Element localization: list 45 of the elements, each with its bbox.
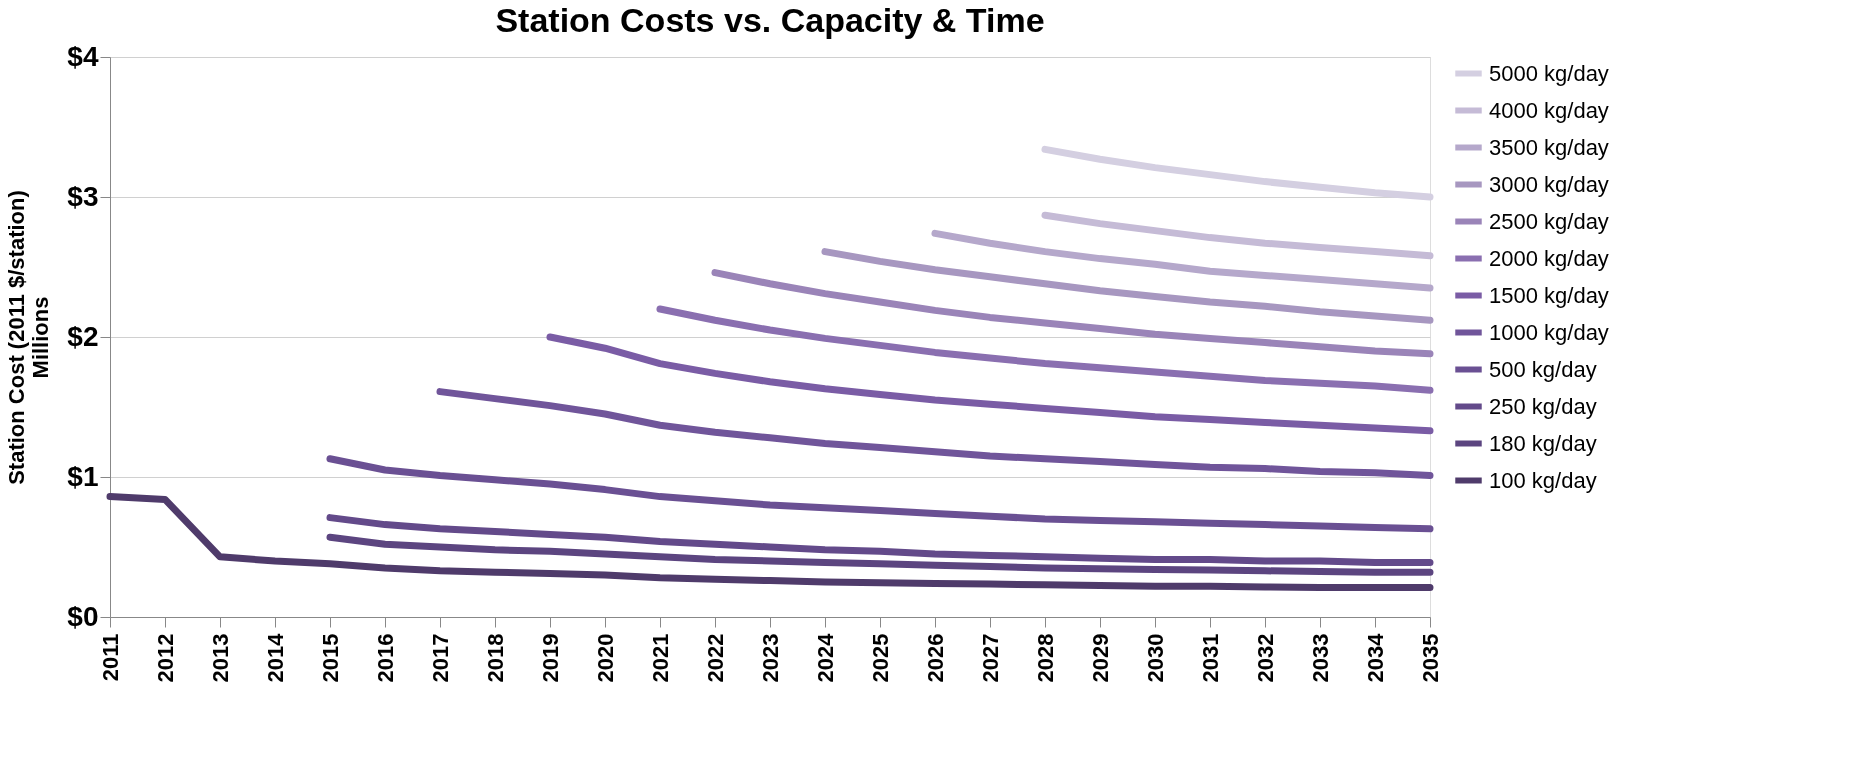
x-tick-label: 2033 [1307, 633, 1333, 683]
legend-label: 1500 kg/day [1489, 282, 1609, 308]
x-tick-label: 2013 [207, 633, 233, 683]
x-tick-label: 2024 [812, 632, 838, 683]
x-tick-label: 2016 [372, 633, 398, 683]
legend-label: 3000 kg/day [1489, 171, 1609, 197]
x-tick-label: 2029 [1087, 633, 1113, 683]
legend-label: 3500 kg/day [1489, 134, 1609, 160]
x-tick-label: 2014 [262, 632, 288, 683]
x-tick-label: 2021 [647, 633, 673, 683]
legend-label: 250 kg/day [1489, 393, 1597, 419]
chart-title: Station Costs vs. Capacity & Time [495, 1, 1045, 39]
legend-label: 180 kg/day [1489, 430, 1597, 456]
legend-label: 2000 kg/day [1489, 245, 1609, 271]
y-axis-title: Station Cost (2011 $/station) [4, 190, 30, 485]
legend-label: 100 kg/day [1489, 467, 1597, 493]
legend-label: 2500 kg/day [1489, 208, 1609, 234]
x-tick-label: 2015 [317, 633, 343, 683]
x-tick-label: 2031 [1197, 633, 1223, 683]
legend-label: 1000 kg/day [1489, 319, 1609, 345]
x-tick-label: 2026 [922, 633, 948, 683]
x-tick-label: 2030 [1142, 633, 1168, 683]
x-tick-label: 2023 [757, 633, 783, 683]
x-tick-label: 2027 [977, 633, 1003, 683]
x-tick-label: 2019 [537, 633, 563, 683]
text: Millions [28, 296, 54, 379]
legend-label: 4000 kg/day [1489, 97, 1609, 123]
x-tick-label: 2011 [97, 633, 123, 682]
x-tick-label: 2028 [1032, 633, 1058, 683]
x-tick-label: 2020 [592, 633, 618, 683]
x-tick-label: 2034 [1362, 632, 1388, 683]
y-tick-label: $2 [67, 320, 99, 352]
y-tick-label: $1 [67, 460, 99, 492]
y-tick-label: $4 [67, 40, 99, 72]
y-tick-label: $0 [67, 600, 99, 632]
x-tick-label: 2032 [1252, 633, 1278, 683]
x-tick-label: 2017 [427, 633, 453, 683]
legend-label: 500 kg/day [1489, 356, 1597, 382]
x-tick-label: 2025 [867, 633, 893, 683]
x-tick-label: 2022 [702, 633, 728, 683]
y-tick-label: $3 [67, 180, 99, 212]
x-tick-label: 2018 [482, 633, 508, 683]
legend-label: 5000 kg/day [1489, 60, 1609, 86]
x-tick-label: 2012 [152, 633, 178, 683]
x-tick-label: 2035 [1417, 633, 1443, 683]
